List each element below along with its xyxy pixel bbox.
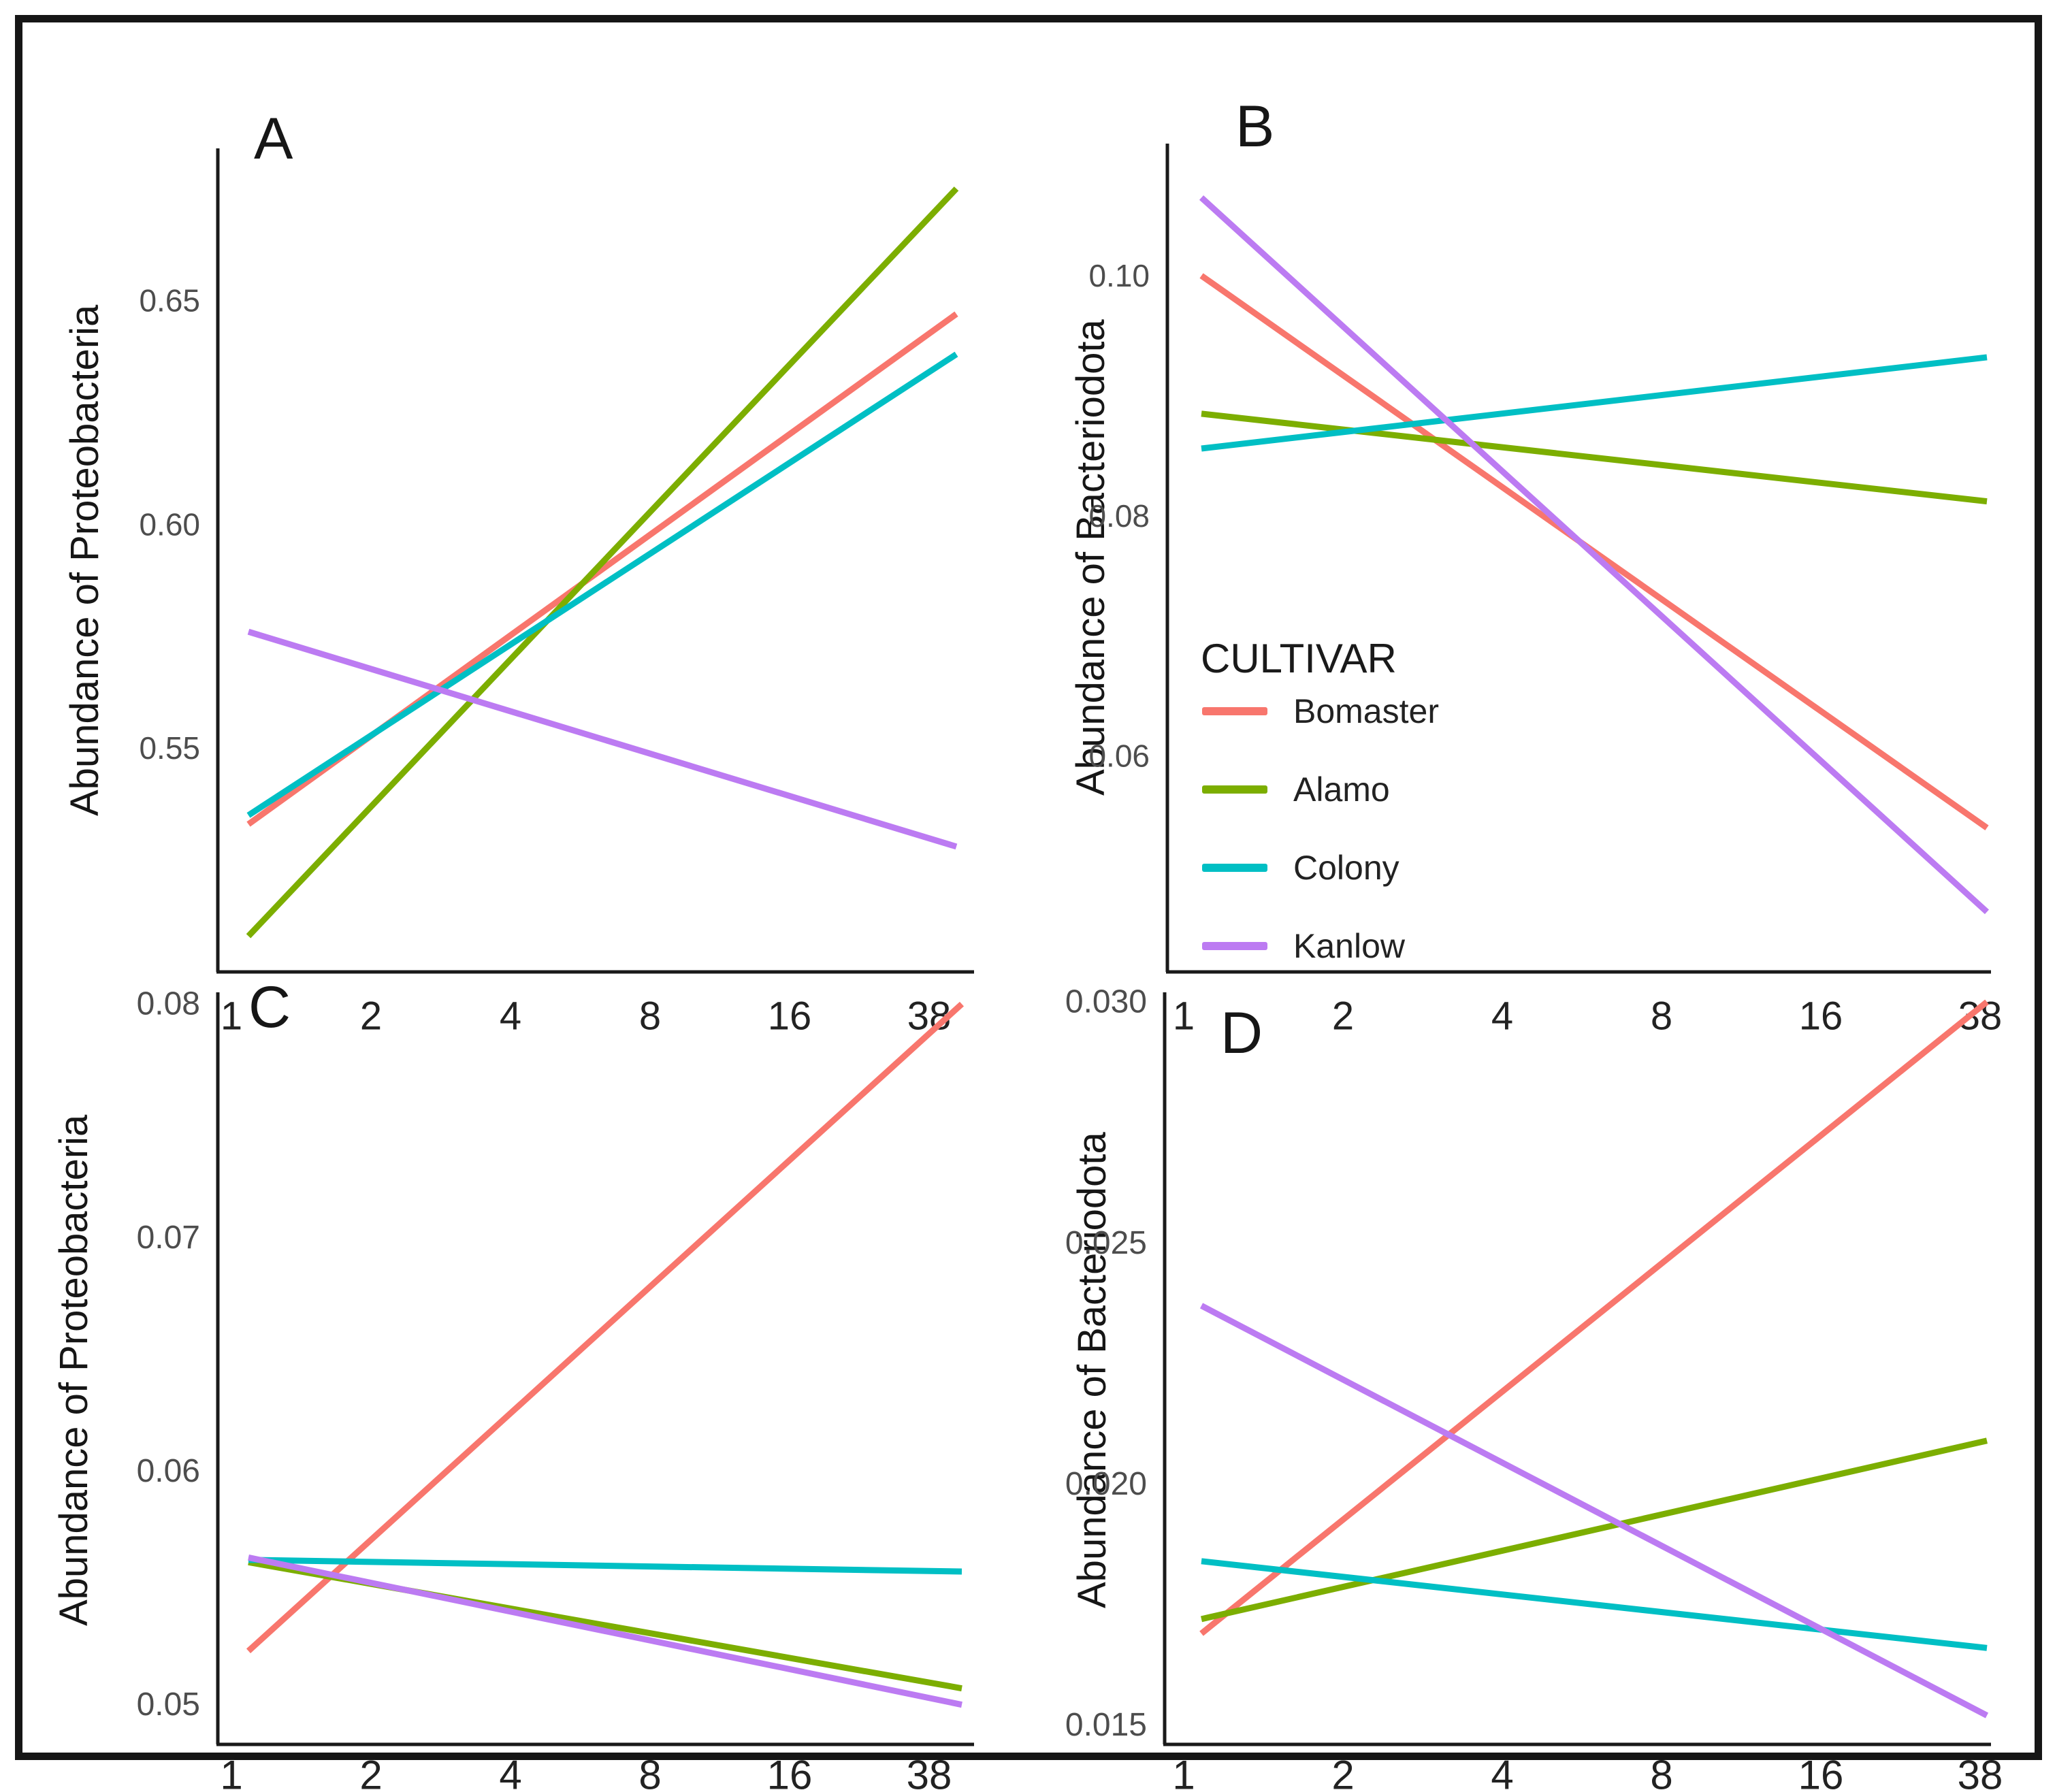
panel-a: Abundance of Proteobacteria 0.55 0.60 0.65… — [50, 91, 1037, 1057]
y-tick-label: 0.06 — [137, 1453, 200, 1489]
x-tick-label: 16 — [1798, 1753, 1844, 1790]
y-tick-label: 0.05 — [137, 1687, 200, 1723]
x-tick-label: 8 — [638, 1753, 661, 1790]
x-tick-label: 4 — [1491, 1753, 1513, 1790]
x-tick-label: 38 — [1958, 1753, 2003, 1790]
y-tick-label: 0.025 — [1065, 1225, 1147, 1261]
panel-d-plot: 0.015 0.020 0.025 0.030 1 2 4 8 16 38 — [1065, 984, 2003, 1790]
y-tick-label: 0.60 — [139, 506, 200, 542]
x-tick-label: 4 — [499, 1753, 521, 1790]
x-tick-label: 2 — [360, 994, 382, 1039]
series-line-colony — [1201, 1558, 1988, 1651]
series-line-alamo — [246, 186, 959, 939]
figure-frame: Abundance of Proteobacteria 0.55 0.60 0.65… — [15, 15, 2042, 1790]
panel-c-plot: 0.05 0.06 0.07 0.08 1 2 4 8 16 38 — [137, 986, 974, 1790]
x-tick-label: 1 — [1172, 1753, 1195, 1790]
y-tick-label: 0.030 — [1065, 984, 1147, 1020]
y-tick-label: 0.65 — [139, 283, 200, 319]
y-tick-label: 0.07 — [137, 1220, 200, 1256]
x-tick-label: 16 — [1799, 994, 1843, 1039]
x-tick-label: 1 — [221, 994, 242, 1039]
y-tick-label: 0.55 — [139, 730, 200, 766]
series-line-colony — [246, 351, 958, 818]
x-tick-label: 8 — [639, 994, 661, 1039]
x-tick-label: 2 — [1332, 994, 1354, 1039]
panel-c: Abundance of Proteobacteria 0.05 0.06 0.07… — [50, 955, 1037, 1790]
y-tick-label: 0.06 — [1088, 738, 1150, 774]
y-tick-label: 0.020 — [1065, 1466, 1147, 1502]
x-tick-label: 8 — [1651, 994, 1672, 1039]
x-tick-label: 16 — [767, 1753, 813, 1790]
y-tick-label: 0.08 — [1088, 498, 1150, 534]
x-tick-label: 2 — [1331, 1753, 1354, 1790]
series-line-bomaster — [1199, 999, 1989, 1636]
y-tick-label: 0.10 — [1088, 258, 1150, 293]
x-tick-label: 1 — [1173, 994, 1195, 1039]
series-line-colony — [248, 1557, 962, 1575]
x-tick-label: 2 — [359, 1753, 382, 1790]
panel-a-plot: 0.550.600.651 2 4 8 16 38 — [139, 148, 974, 1039]
series-line-kanlow — [1199, 1303, 1989, 1719]
series-line-alamo — [1201, 1437, 1988, 1623]
series-line-kanlow — [247, 628, 958, 850]
series-line-bomaster — [246, 1001, 965, 1654]
panel-letter-c: C — [248, 975, 291, 1040]
x-tick-label: 8 — [1650, 1753, 1672, 1790]
x-tick-label: 4 — [500, 994, 521, 1039]
series-line-kanlow — [248, 1555, 962, 1708]
panel-b: Abundance of Bacteriodota 0.06 0.08 0.10 1 2… — [1050, 91, 2037, 1057]
panel-b-plot: 0.060.080.101 2 4 8 16 38 — [1088, 144, 2002, 1039]
x-tick-label: 16 — [768, 994, 812, 1039]
series-line-colony — [1201, 354, 1988, 452]
panel-d: Abundance of Bacteriodota 0.015 0.020 0.02… — [1050, 955, 2037, 1790]
panel-letter-d: D — [1220, 1000, 1263, 1066]
panel-letter-b: B — [1235, 94, 1275, 159]
y-tick-label: 0.015 — [1065, 1707, 1147, 1743]
x-tick-label: 4 — [1491, 994, 1513, 1039]
x-tick-label: 38 — [907, 1753, 952, 1790]
x-tick-label: 1 — [220, 1753, 242, 1790]
series-line-kanlow — [1199, 195, 1990, 915]
panel-letter-a: A — [254, 106, 293, 172]
y-tick-label: 0.08 — [137, 986, 200, 1022]
series-line-alamo — [1201, 410, 1988, 505]
